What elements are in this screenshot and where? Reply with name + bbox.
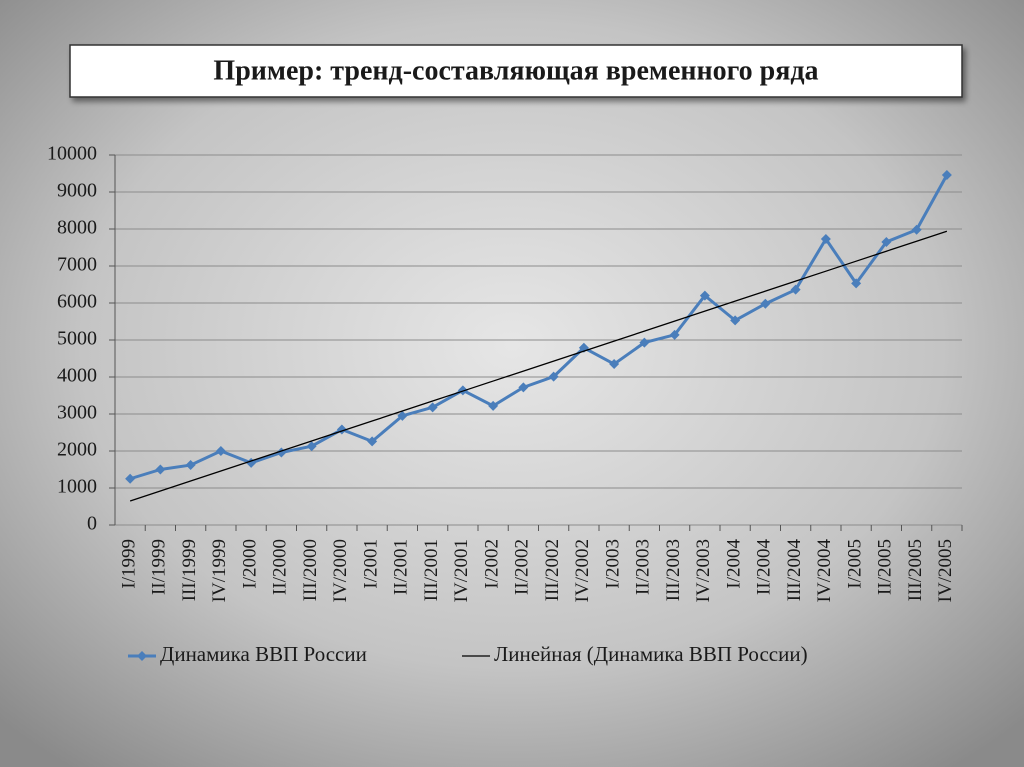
x-tick-label: IV/2001 (451, 539, 472, 602)
x-tick-label: III/2003 (663, 539, 684, 601)
x-tick-label: IV/2005 (935, 539, 956, 602)
x-tick-label: IV/2002 (572, 539, 593, 602)
x-tick-label: III/1999 (179, 539, 200, 601)
y-tick-label: 7000 (57, 254, 97, 276)
data-point (488, 400, 499, 411)
data-point (367, 436, 378, 447)
x-tick-label: I/1999 (118, 539, 139, 589)
x-tick-label: IV/2003 (693, 539, 714, 602)
data-point (518, 382, 529, 393)
y-tick-label: 3000 (57, 402, 97, 424)
x-tick-label: I/2003 (602, 539, 623, 589)
x-tick-label: I/2004 (723, 539, 744, 589)
data-point (185, 460, 196, 471)
x-tick-label: I/2000 (239, 539, 260, 589)
y-tick-label: 0 (87, 513, 97, 535)
data-point (155, 464, 166, 475)
data-point (669, 329, 680, 340)
x-tick-label: I/2002 (481, 539, 502, 589)
y-tick-label: 5000 (57, 328, 97, 350)
x-tick-label: III/2004 (784, 539, 805, 602)
data-point (941, 169, 952, 180)
x-tick-label: I/2001 (360, 539, 381, 589)
data-point (548, 371, 559, 382)
chart-title: Пример: тренд-составляющая временного ря… (213, 55, 818, 86)
data-point (639, 337, 650, 348)
data-point (730, 315, 741, 326)
x-tick-label: IV/2004 (814, 539, 835, 603)
data-point (125, 473, 136, 484)
x-tick-label: III/2002 (542, 539, 563, 601)
x-tick-label: II/2002 (512, 539, 533, 595)
x-tick-label: IV/1999 (209, 539, 230, 602)
y-tick-label: 8000 (57, 217, 97, 239)
series-line (129, 174, 949, 481)
x-tick-label: I/2005 (844, 539, 865, 589)
data-point (820, 233, 831, 244)
data-point (699, 290, 710, 301)
title-box (69, 44, 963, 98)
y-tick-label: 2000 (57, 439, 97, 461)
x-tick-label: II/1999 (149, 539, 170, 595)
data-point (881, 236, 892, 247)
data-point (457, 385, 468, 396)
data-point (790, 284, 801, 295)
x-tick-label: II/2004 (754, 539, 775, 595)
data-point (609, 359, 620, 370)
data-point (911, 224, 922, 235)
y-tick-label: 6000 (57, 291, 97, 313)
y-tick-label: 1000 (57, 476, 97, 498)
series-line (129, 230, 948, 502)
x-tick-label: II/2001 (391, 539, 412, 595)
y-tick-label: 9000 (57, 180, 97, 202)
data-point (306, 441, 317, 452)
x-tick-label: III/2005 (905, 539, 926, 601)
data-point (760, 298, 771, 309)
y-tick-label: 10000 (47, 143, 97, 165)
x-tick-label: II/2000 (270, 539, 291, 595)
data-point (397, 410, 408, 421)
legend-label: Линейная (Динамика ВВП России) (494, 642, 808, 666)
y-tick-label: 4000 (57, 365, 97, 387)
x-tick-label: IV/2000 (330, 539, 351, 602)
x-tick-label: II/2005 (875, 539, 896, 595)
x-tick-label: III/2000 (300, 539, 321, 601)
legend-label: Динамика ВВП России (160, 642, 367, 666)
x-tick-label: III/2001 (421, 539, 442, 601)
x-tick-label: II/2003 (633, 539, 654, 595)
data-point (215, 446, 226, 456)
data-point (851, 278, 862, 289)
data-point (427, 402, 438, 413)
legend-marker (137, 651, 147, 661)
